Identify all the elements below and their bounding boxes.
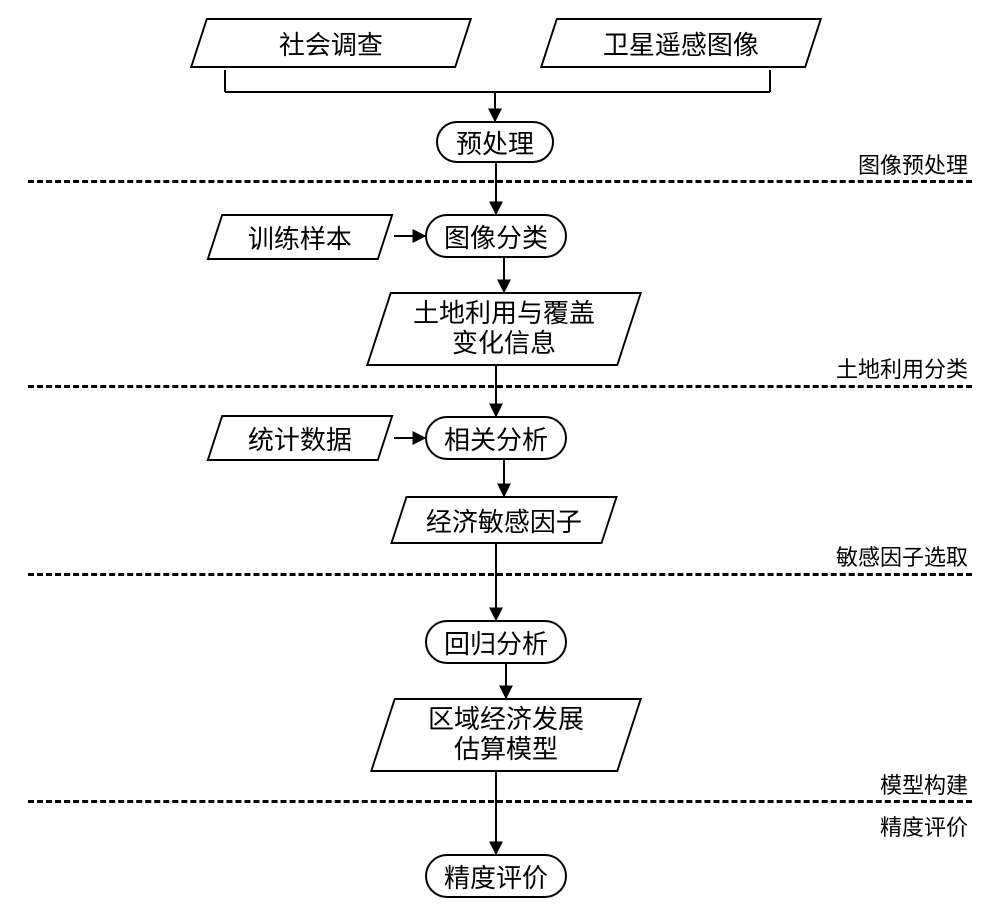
- node-label: 训练样本: [248, 219, 352, 256]
- node-label: 区域经济发展估算模型: [428, 705, 584, 765]
- node-sensitive-factor: 经济敏感因子: [390, 496, 618, 544]
- node-label: 图像分类: [444, 218, 548, 255]
- section-label-preprocess: 图像预处理: [858, 148, 968, 180]
- node-train-samples: 训练样本: [207, 214, 394, 260]
- section-divider-3: [28, 573, 972, 576]
- node-label: 预处理: [456, 124, 534, 161]
- node-label: 相关分析: [444, 420, 548, 457]
- node-correlation: 相关分析: [425, 416, 567, 460]
- section-label-factor: 敏感因子选取: [836, 540, 968, 572]
- node-social-survey: 社会调查: [190, 18, 472, 68]
- node-preprocess: 预处理: [436, 121, 554, 163]
- section-divider-1: [28, 180, 972, 183]
- node-model: 区域经济发展估算模型: [370, 698, 642, 772]
- section-divider-4: [28, 800, 972, 803]
- node-label: 社会调查: [279, 25, 383, 62]
- section-label-model: 模型构建: [880, 768, 968, 800]
- section-label-landuse: 土地利用分类: [836, 352, 968, 384]
- section-label-accuracy: 精度评价: [880, 810, 968, 842]
- node-regression: 回归分析: [425, 620, 567, 664]
- node-landuse-info: 土地利用与覆盖变化信息: [366, 292, 642, 366]
- node-label: 精度评价: [444, 858, 548, 895]
- node-satellite-image: 卫星遥感图像: [540, 18, 822, 68]
- section-divider-2: [28, 385, 972, 388]
- node-image-classify: 图像分类: [425, 214, 567, 258]
- node-label: 经济敏感因子: [426, 502, 582, 539]
- node-label: 卫星遥感图像: [603, 25, 759, 62]
- node-stats-data: 统计数据: [207, 415, 394, 461]
- node-label: 回归分析: [444, 624, 548, 661]
- node-accuracy-eval: 精度评价: [425, 854, 567, 898]
- diagram-container: 图像预处理 土地利用分类 敏感因子选取 模型构建 精度评价 社会调查 卫星遥感图…: [0, 0, 1000, 917]
- node-label: 土地利用与覆盖变化信息: [413, 299, 595, 359]
- node-label: 统计数据: [248, 420, 352, 457]
